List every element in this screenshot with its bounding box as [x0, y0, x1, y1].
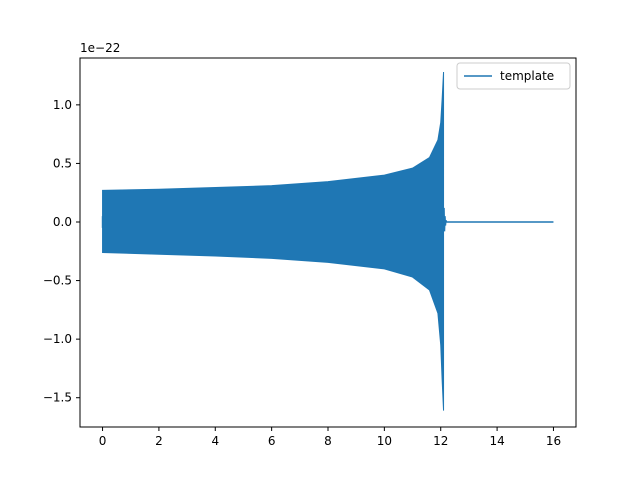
plot-area	[101, 72, 554, 411]
series-template-ringdown	[442, 207, 448, 232]
y-offset-label: 1e−22	[80, 41, 120, 55]
x-tick-label: 2	[155, 434, 163, 448]
series-template-envelope	[102, 72, 445, 411]
y-tick-label: 0.0	[53, 215, 72, 229]
y-tick-label: 0.5	[53, 156, 72, 170]
legend: template	[456, 62, 571, 90]
x-tick-label: 14	[489, 434, 504, 448]
y-tick-label: −1.5	[43, 391, 72, 405]
axes: 0 2 4 6 8 10 12 14 16 −1.5 −1.0 −0.5 0.0 0.5 1.0	[43, 57, 577, 448]
x-tick-label: 4	[211, 434, 219, 448]
x-tick-label: 0	[99, 434, 107, 448]
x-tick-label: 16	[546, 434, 561, 448]
x-tick-label: 8	[324, 434, 332, 448]
y-tick-label: −0.5	[43, 274, 72, 288]
x-tick-label: 10	[377, 434, 392, 448]
legend-box	[456, 62, 571, 90]
x-tick-label: 12	[433, 434, 448, 448]
y-tick-label: −1.0	[43, 332, 72, 346]
legend-label: template	[500, 69, 554, 83]
y-tick-label: 1.0	[53, 98, 72, 112]
x-tick-label: 6	[268, 434, 276, 448]
